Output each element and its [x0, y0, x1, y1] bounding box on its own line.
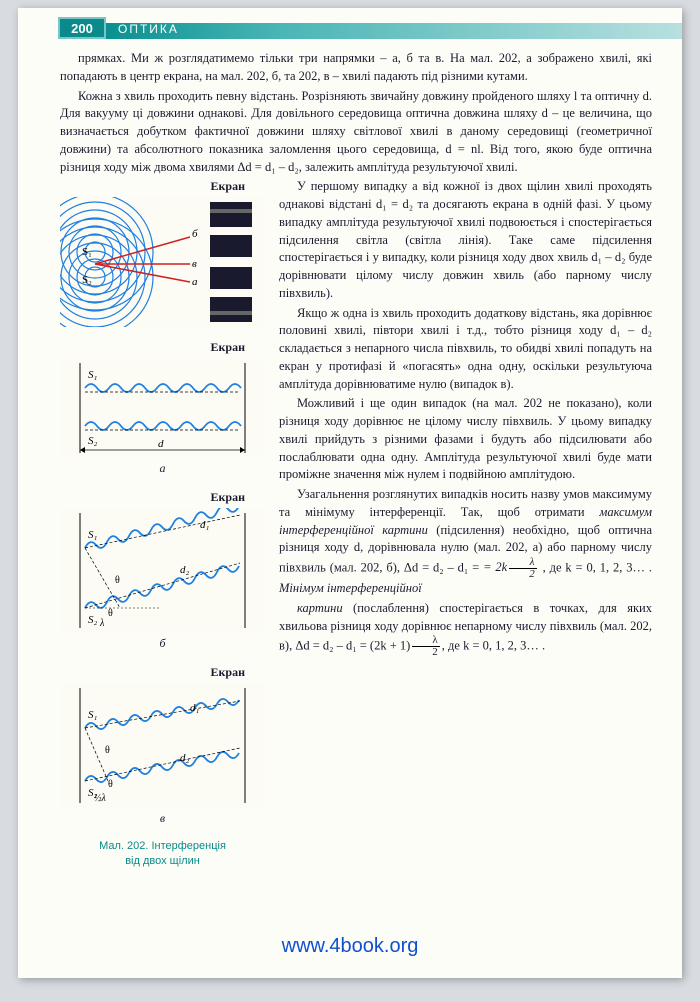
- section-title: ОПТИКА: [118, 22, 179, 36]
- figure-a: Екран S₁ S₂ d а: [60, 339, 265, 477]
- svg-text:в: в: [192, 258, 197, 270]
- page: 200 ОПТИКА прямках. Ми ж розглядатимемо …: [18, 8, 682, 978]
- p6e: Мінімум інтерференційної: [279, 581, 422, 595]
- svg-text:d₂: d₂: [180, 752, 190, 764]
- caption-line2: від двох щілин: [125, 855, 200, 867]
- svg-text:S₁: S₁: [88, 529, 98, 541]
- svg-text:а: а: [192, 276, 198, 288]
- svg-text:θ: θ: [108, 608, 113, 619]
- figure-top: Екран S₁ S₂ б в: [60, 178, 265, 327]
- screen-label-top: Екран: [60, 178, 245, 195]
- frac-lambda-2: λ2: [509, 557, 537, 580]
- header-stripe: [106, 23, 682, 39]
- svg-text:d₁: d₁: [190, 702, 200, 714]
- svg-text:d₂: d₂: [180, 564, 190, 576]
- caption-line1: Мал. 202. Інтерференція: [99, 840, 226, 852]
- formula-max: = 2kλ2: [483, 560, 543, 574]
- svg-text:d: d: [158, 438, 164, 450]
- p6d: , де k = 0, 1, 2, 3… .: [543, 560, 652, 574]
- header-bar: 200 ОПТИКА: [18, 20, 682, 42]
- fig-a-label: а: [60, 460, 265, 477]
- frac-den-b: 2: [412, 647, 440, 658]
- svg-text:S₂: S₂: [88, 435, 98, 447]
- screen-label-b: Екран: [60, 489, 245, 506]
- screen-label-a: Екран: [60, 339, 245, 356]
- p2-text: Кожна з хвиль проходить певну відстань. …: [60, 89, 652, 174]
- figure-caption: Мал. 202. Інтерференція від двох щілин: [60, 839, 265, 868]
- paragraph-1: прямках. Ми ж розглядатимемо тільки три …: [60, 50, 652, 86]
- fig-b-svg: S₁ S₂ d₁ d₂ θ θ λ: [60, 508, 265, 633]
- svg-text:θ: θ: [115, 575, 120, 586]
- svg-text:λ: λ: [99, 618, 105, 629]
- fig-b-label: б: [60, 635, 265, 652]
- screen-label-v: Екран: [60, 664, 245, 681]
- content-area: прямках. Ми ж розглядатимемо тільки три …: [60, 50, 652, 948]
- figure-b: Екран S₁ S₂ d₁ d₂ θ θ λ: [60, 489, 265, 652]
- fig-v-label: в: [60, 810, 265, 827]
- p7c: , де k = 0, 1, 2, 3… .: [442, 639, 545, 653]
- p7a: картини: [297, 601, 343, 615]
- svg-text:θ: θ: [108, 779, 113, 790]
- figure-column: Екран S₁ S₂ б в: [60, 178, 265, 868]
- svg-text:½λ: ½λ: [94, 793, 107, 804]
- frac-lambda-2b: λ2: [412, 635, 440, 658]
- page-number: 200: [58, 17, 106, 39]
- p6a: Узагальнення розглянутих випадків носить…: [279, 487, 652, 519]
- svg-text:S₂: S₂: [82, 274, 92, 286]
- watermark: www.4book.org: [282, 935, 419, 958]
- svg-text:S₁: S₁: [82, 246, 92, 258]
- svg-text:S₂: S₂: [88, 614, 98, 626]
- svg-text:S₁: S₁: [88, 709, 98, 721]
- fig-v-svg: S₁ S₂ d₁ d₂ θ θ ½λ: [60, 683, 265, 808]
- frac-den: 2: [509, 569, 537, 580]
- svg-text:б: б: [192, 228, 198, 240]
- diffraction-svg: S₁ S₂ б в а: [60, 197, 265, 327]
- fig-a-svg: S₁ S₂ d: [60, 358, 265, 458]
- paragraph-2: Кожна з хвиль проходить певну відстань. …: [60, 88, 652, 177]
- svg-text:d₁: d₁: [200, 519, 210, 531]
- svg-text:S₁: S₁: [88, 369, 98, 381]
- eq-2k: = 2k: [483, 560, 507, 574]
- svg-text:θ: θ: [105, 745, 110, 756]
- figure-v: Екран S₁ S₂ d₁ d₂ θ θ ½λ в: [60, 664, 265, 827]
